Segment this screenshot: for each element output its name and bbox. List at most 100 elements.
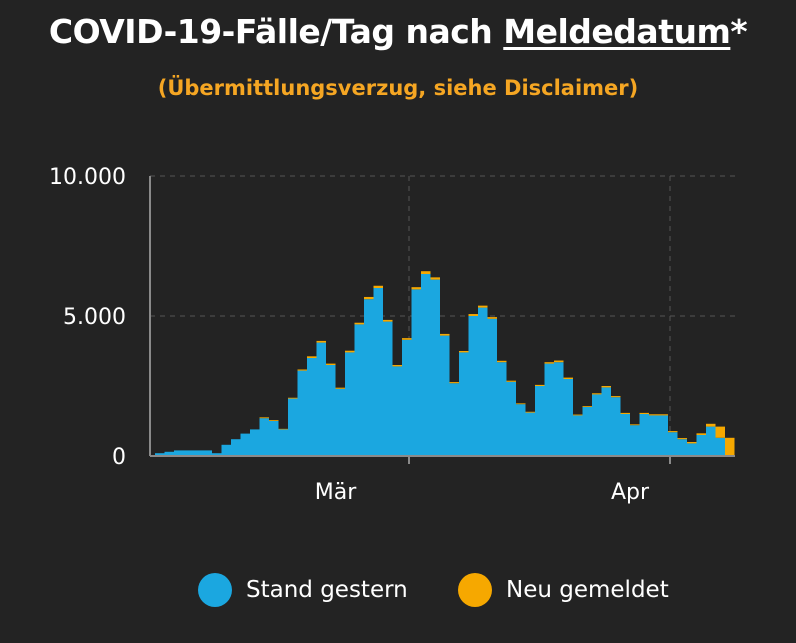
legend-label: Neu gemeldet: [506, 577, 669, 603]
bar-neu-gemeldet: [497, 360, 507, 363]
bar-neu-gemeldet: [373, 285, 383, 288]
bar-neu-gemeldet: [715, 426, 725, 438]
bar-neu-gemeldet: [307, 356, 317, 358]
bar-stand-gestern: [212, 453, 222, 456]
bar-stand-gestern: [421, 274, 431, 456]
bar-stand-gestern: [563, 379, 573, 456]
bar-stand-gestern: [554, 362, 564, 456]
bar-stand-gestern: [630, 425, 640, 456]
bar-stand-gestern: [231, 439, 241, 456]
bar-stand-gestern: [269, 421, 279, 456]
bar-stand-gestern: [259, 418, 269, 456]
bar-neu-gemeldet: [383, 319, 393, 322]
bar-neu-gemeldet: [335, 387, 345, 389]
chart-title: COVID-19-Fälle/Tag nach Meldedatum*: [48, 12, 748, 51]
bar-stand-gestern: [696, 435, 706, 456]
bar-neu-gemeldet: [601, 386, 611, 388]
bar-neu-gemeldet: [468, 314, 478, 316]
bar-neu-gemeldet: [592, 393, 602, 395]
bar-stand-gestern: [601, 387, 611, 456]
bar-neu-gemeldet: [668, 431, 678, 433]
bar-neu-gemeldet: [639, 412, 649, 414]
bar-neu-gemeldet: [288, 397, 298, 399]
bar-stand-gestern: [202, 450, 212, 456]
bar-stand-gestern: [459, 352, 469, 456]
bar-neu-gemeldet: [516, 403, 526, 405]
bar-stand-gestern: [592, 394, 602, 456]
bar-stand-gestern: [449, 383, 459, 456]
chart-subtitle: (Übermittlungsverzug, siehe Disclaimer): [157, 76, 639, 100]
bar-stand-gestern: [164, 451, 174, 456]
y-tick-label: 0: [112, 445, 126, 470]
bar-stand-gestern: [307, 358, 317, 456]
y-tick-label: 5.000: [63, 305, 126, 330]
bar-stand-gestern: [174, 450, 184, 456]
bar-stand-gestern: [240, 433, 250, 456]
bar-neu-gemeldet: [525, 411, 535, 413]
bar-neu-gemeldet: [611, 396, 621, 398]
bar-stand-gestern: [354, 324, 364, 456]
legend-swatch-icon: [458, 573, 492, 607]
bar-neu-gemeldet: [544, 362, 554, 364]
bar-neu-gemeldet: [449, 382, 459, 384]
bar-stand-gestern: [677, 439, 687, 456]
bar-stand-gestern: [516, 404, 526, 456]
bar-neu-gemeldet: [620, 412, 630, 414]
bar-neu-gemeldet: [478, 305, 488, 308]
bar-stand-gestern: [221, 444, 231, 456]
bar-stand-gestern: [297, 370, 307, 456]
bar-stand-gestern: [706, 426, 716, 456]
bar-stand-gestern: [411, 289, 421, 456]
bar-neu-gemeldet: [411, 287, 421, 290]
bar-stand-gestern: [620, 414, 630, 456]
bar-neu-gemeldet: [487, 317, 497, 319]
bar-stand-gestern: [364, 299, 374, 456]
bar-stand-gestern: [506, 381, 516, 456]
bar-stand-gestern: [573, 415, 583, 456]
bar-stand-gestern: [326, 365, 336, 456]
bar-neu-gemeldet: [278, 428, 288, 430]
bar-stand-gestern: [193, 450, 203, 456]
bar-stand-gestern: [383, 321, 393, 456]
bar-stand-gestern: [668, 432, 678, 456]
legend-item-stand-gestern[interactable]: Stand gestern: [198, 573, 408, 607]
y-tick-label: 10.000: [49, 165, 126, 190]
bar-stand-gestern: [535, 386, 545, 456]
bar-neu-gemeldet: [354, 322, 364, 325]
bar-neu-gemeldet: [364, 296, 374, 300]
bar-stand-gestern: [687, 443, 697, 456]
bar-neu-gemeldet: [582, 406, 592, 407]
bar-stand-gestern: [715, 437, 725, 456]
legend-item-neu-gemeldet[interactable]: Neu gemeldet: [458, 573, 669, 607]
bar-neu-gemeldet: [649, 414, 659, 416]
bar-neu-gemeldet: [392, 365, 402, 367]
bar-stand-gestern: [402, 339, 412, 456]
bar-neu-gemeldet: [630, 424, 640, 426]
bar-neu-gemeldet: [677, 438, 687, 440]
bar-stand-gestern: [478, 307, 488, 456]
bar-neu-gemeldet: [687, 442, 697, 444]
bar-neu-gemeldet: [326, 363, 336, 365]
legend-swatch-icon: [198, 573, 232, 607]
bar-neu-gemeldet: [535, 384, 545, 386]
bar-neu-gemeldet: [430, 277, 440, 280]
bar-stand-gestern: [487, 318, 497, 456]
bar-stand-gestern: [183, 450, 193, 456]
bar-stand-gestern: [250, 429, 260, 456]
bar-stand-gestern: [392, 366, 402, 456]
bar-neu-gemeldet: [421, 271, 431, 274]
bar-neu-gemeldet: [563, 377, 573, 379]
bar-stand-gestern: [582, 407, 592, 456]
bar-neu-gemeldet: [297, 369, 307, 371]
bar-neu-gemeldet: [706, 423, 716, 427]
x-tick-label: Apr: [611, 480, 650, 505]
bar-stand-gestern: [278, 429, 288, 456]
bar-neu-gemeldet: [259, 417, 269, 419]
bar-neu-gemeldet: [459, 351, 469, 353]
bar-stand-gestern: [288, 398, 298, 456]
bar-stand-gestern: [430, 279, 440, 456]
bar-neu-gemeldet: [269, 420, 279, 421]
bar-stand-gestern: [649, 415, 659, 456]
bar-neu-gemeldet: [345, 350, 355, 353]
bar-stand-gestern: [316, 342, 326, 456]
